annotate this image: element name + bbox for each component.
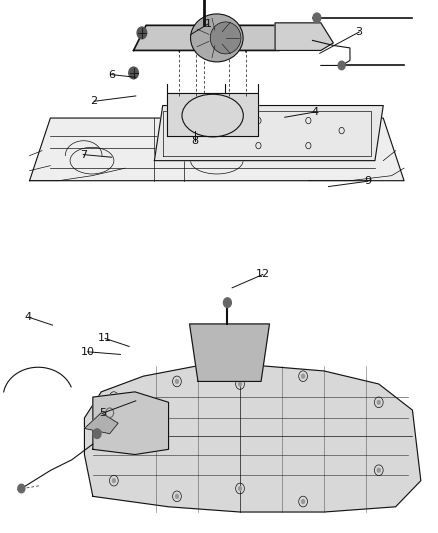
Text: 7: 7	[80, 150, 87, 159]
Circle shape	[338, 61, 345, 70]
Polygon shape	[154, 106, 383, 160]
Circle shape	[301, 499, 305, 504]
Polygon shape	[190, 324, 269, 382]
Circle shape	[175, 494, 179, 499]
Text: 12: 12	[256, 270, 270, 279]
Text: 4: 4	[25, 312, 32, 322]
Circle shape	[301, 374, 305, 379]
Circle shape	[238, 382, 242, 387]
Circle shape	[129, 67, 138, 79]
Circle shape	[137, 27, 147, 39]
Polygon shape	[85, 413, 118, 434]
Polygon shape	[85, 366, 421, 512]
Text: 10: 10	[81, 347, 95, 357]
Text: 3: 3	[356, 27, 363, 37]
Text: 5: 5	[99, 408, 106, 418]
Circle shape	[175, 379, 179, 384]
Text: 1: 1	[205, 19, 212, 29]
Circle shape	[93, 429, 101, 439]
Polygon shape	[167, 93, 258, 135]
Circle shape	[112, 478, 116, 483]
Polygon shape	[93, 392, 169, 455]
Circle shape	[18, 484, 25, 492]
Circle shape	[112, 394, 116, 400]
Text: 4: 4	[312, 107, 319, 117]
Ellipse shape	[191, 14, 243, 62]
Circle shape	[377, 467, 381, 473]
Circle shape	[238, 486, 242, 491]
Circle shape	[313, 13, 321, 23]
Text: 11: 11	[98, 334, 112, 343]
Text: 8: 8	[191, 136, 198, 146]
Polygon shape	[275, 23, 333, 51]
Circle shape	[223, 298, 231, 308]
Text: 6: 6	[108, 70, 115, 79]
Text: 2: 2	[91, 96, 98, 106]
Text: 9: 9	[364, 176, 371, 186]
Circle shape	[377, 400, 381, 405]
Ellipse shape	[210, 22, 241, 54]
Polygon shape	[134, 26, 292, 51]
Polygon shape	[30, 118, 404, 181]
